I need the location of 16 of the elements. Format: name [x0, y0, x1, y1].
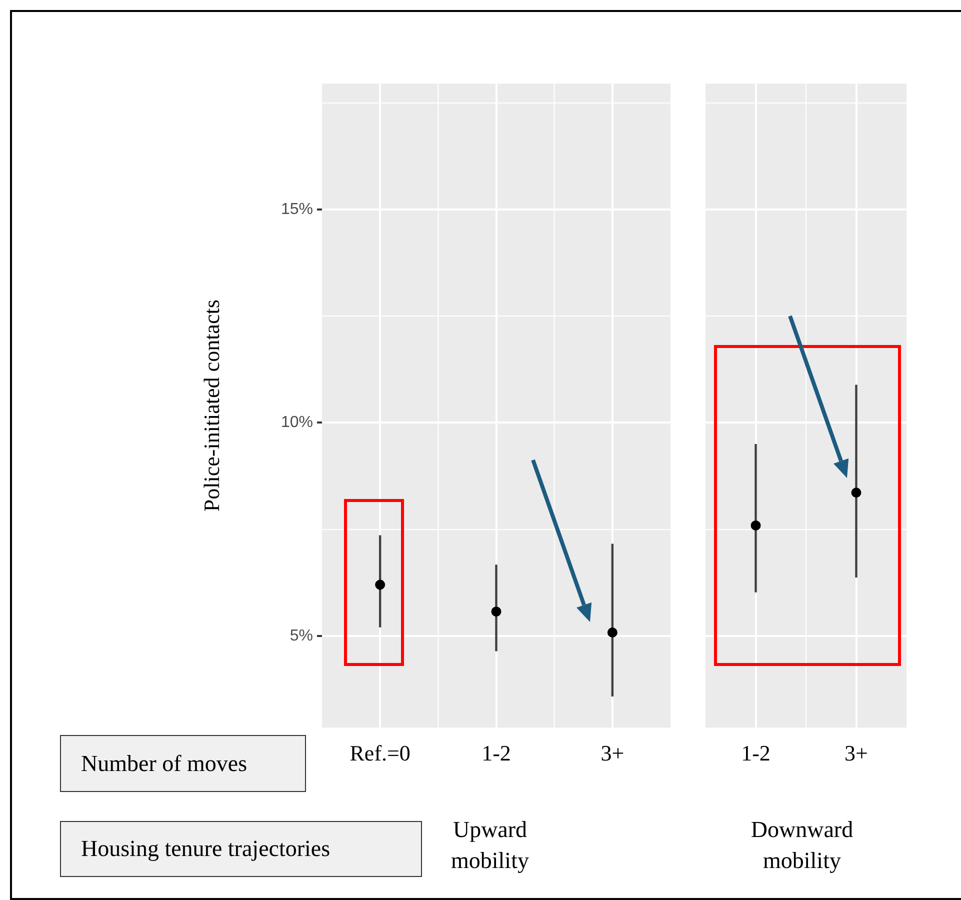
y-axis-title: Police-initiated contacts	[198, 300, 224, 512]
y-tick-label: 10%	[280, 414, 313, 432]
x-tick-label: 3+	[600, 740, 624, 766]
x-tick-label: 1-2	[741, 740, 770, 766]
point	[491, 606, 502, 617]
text: Housing tenure trajectories	[60, 821, 422, 877]
y-tick-label: 15%	[280, 200, 313, 218]
x-axis-title: Downward mobility	[750, 816, 854, 875]
x-tick-label: 3+	[844, 740, 868, 766]
point	[375, 580, 386, 590]
text: Number of moves	[60, 735, 306, 792]
x-tick-label: Ref.=0	[350, 740, 410, 766]
x-axis-title: Upward mobility	[450, 816, 530, 875]
point	[607, 627, 618, 638]
y-tick-label: 5%	[290, 627, 313, 644]
x-tick-label: 1-2	[482, 740, 511, 766]
